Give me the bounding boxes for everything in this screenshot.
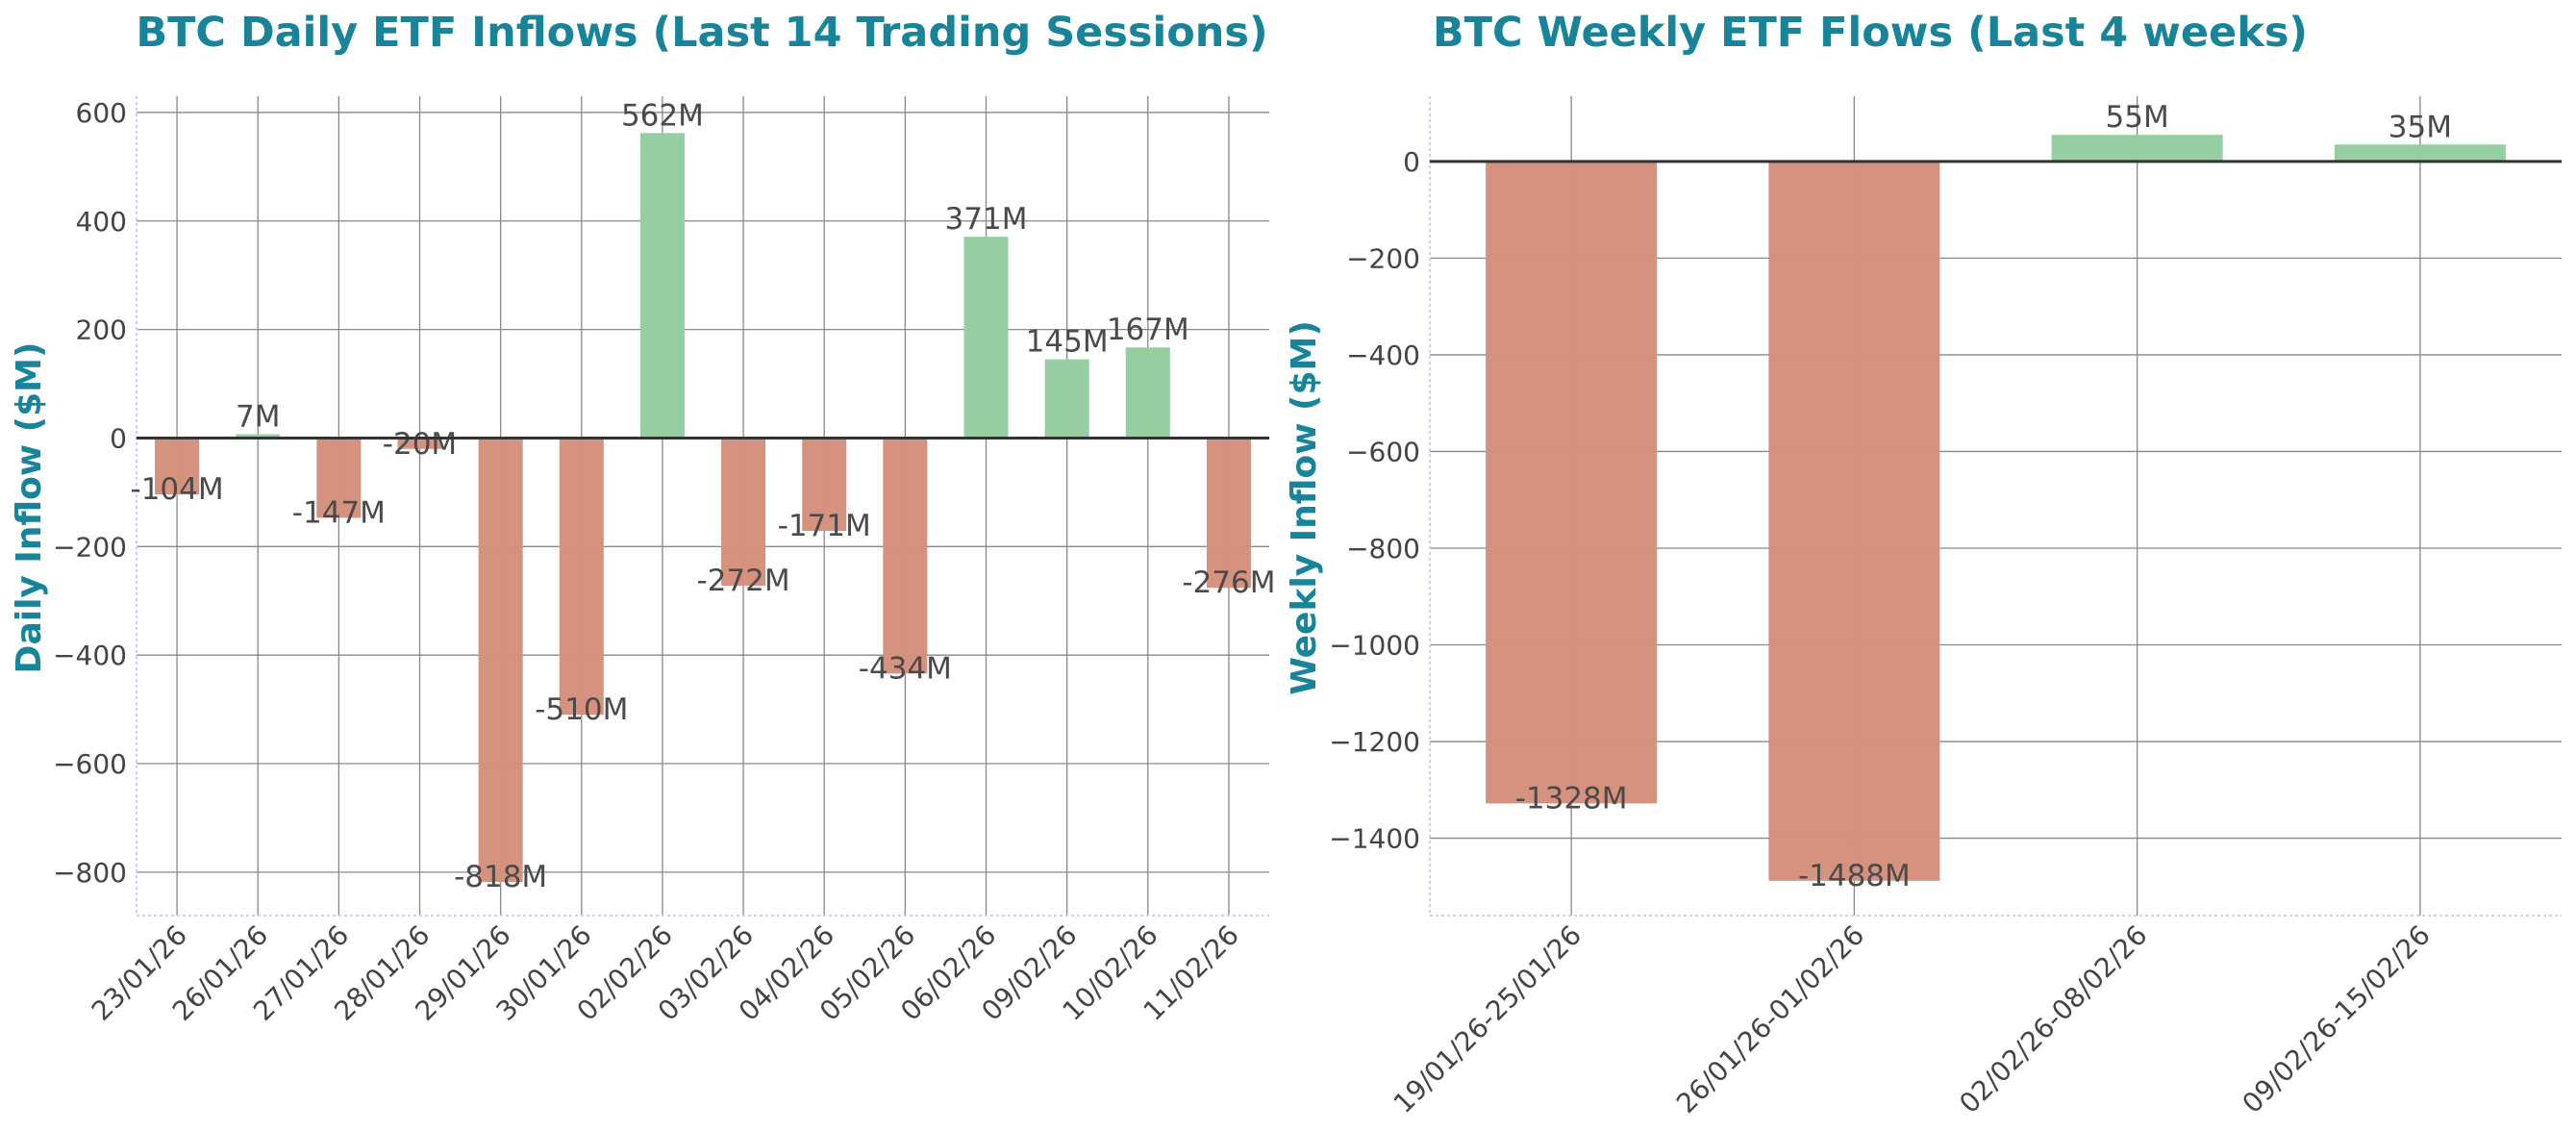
bar — [1044, 359, 1089, 439]
y-tick-label: −200 — [1346, 242, 1420, 274]
x-tick-label: 26/01/26-01/02/26 — [1670, 919, 1870, 1119]
bar-data-label: -272M — [697, 564, 790, 598]
bar-data-label: 55M — [2106, 100, 2169, 135]
bar-data-label: -1328M — [1515, 781, 1628, 816]
y-tick-label: −1400 — [1329, 823, 1420, 855]
bar-data-label: -147M — [292, 495, 386, 530]
bar-data-label: -104M — [131, 472, 224, 507]
y-tick-label: 400 — [76, 206, 127, 238]
bar — [2051, 135, 2223, 162]
y-tick-label: −600 — [53, 748, 127, 780]
bar — [639, 133, 685, 439]
weekly-chart-ylabel: Weekly Inflow ($M) — [1285, 320, 1324, 695]
x-tick-label: 09/02/26-15/02/26 — [2236, 919, 2436, 1119]
bar — [1486, 161, 1658, 804]
bar — [883, 438, 928, 674]
bar-data-label: -434M — [859, 651, 952, 686]
bar-data-label: -818M — [454, 860, 547, 894]
bar — [802, 438, 847, 531]
bar — [2334, 144, 2506, 162]
y-tick-label: 200 — [76, 314, 127, 346]
bar — [721, 438, 766, 586]
bar — [1206, 438, 1251, 589]
bar — [155, 438, 200, 495]
bar-data-label: 562M — [621, 98, 704, 133]
bar — [963, 237, 1009, 439]
bar — [478, 438, 523, 883]
bar — [1125, 347, 1170, 439]
weekly-flows-chart: BTC Weekly ETF Flows (Last 4 weeks) Week… — [1285, 9, 2562, 1119]
y-tick-label: −400 — [53, 640, 127, 671]
y-tick-label: −800 — [53, 857, 127, 889]
y-tick-label: −200 — [53, 531, 127, 563]
y-tick-label: −1000 — [1329, 630, 1420, 662]
bar — [236, 434, 281, 439]
bar-data-label: 35M — [2388, 110, 2452, 144]
daily-chart-ylabel: Daily Inflow ($M) — [10, 342, 49, 674]
bar-data-label: 7M — [236, 400, 280, 435]
x-tick-label: 02/02/26-08/02/26 — [1953, 919, 2153, 1119]
daily-inflows-chart: BTC Daily ETF Inflows (Last 14 Trading S… — [10, 9, 1275, 1027]
y-tick-label: 0 — [1403, 146, 1420, 178]
weekly-chart-title: BTC Weekly ETF Flows (Last 4 weeks) — [1433, 9, 2308, 57]
bar-data-label: 145M — [1026, 325, 1109, 360]
y-tick-label: −800 — [1346, 533, 1420, 565]
bar — [559, 438, 604, 716]
bar — [316, 438, 362, 518]
y-tick-label: −1200 — [1329, 726, 1420, 758]
bar-data-label: -20M — [383, 427, 457, 462]
bar — [397, 438, 442, 449]
bar-data-label: 167M — [1107, 313, 1189, 347]
bar-data-label: -1488M — [1798, 859, 1911, 893]
bar-data-label: -276M — [1182, 566, 1275, 600]
x-tick-label: 19/01/26-25/01/26 — [1388, 919, 1588, 1119]
bar — [1768, 161, 1940, 881]
y-tick-label: −600 — [1346, 436, 1420, 467]
y-tick-label: 0 — [110, 422, 127, 454]
bar-data-label: -171M — [778, 509, 871, 543]
bar-data-label: -510M — [535, 692, 628, 727]
y-tick-label: −400 — [1346, 339, 1420, 371]
daily-chart-title: BTC Daily ETF Inflows (Last 14 Trading S… — [136, 9, 1267, 57]
y-tick-label: 600 — [76, 97, 127, 129]
bar-data-label: 371M — [945, 202, 1028, 237]
